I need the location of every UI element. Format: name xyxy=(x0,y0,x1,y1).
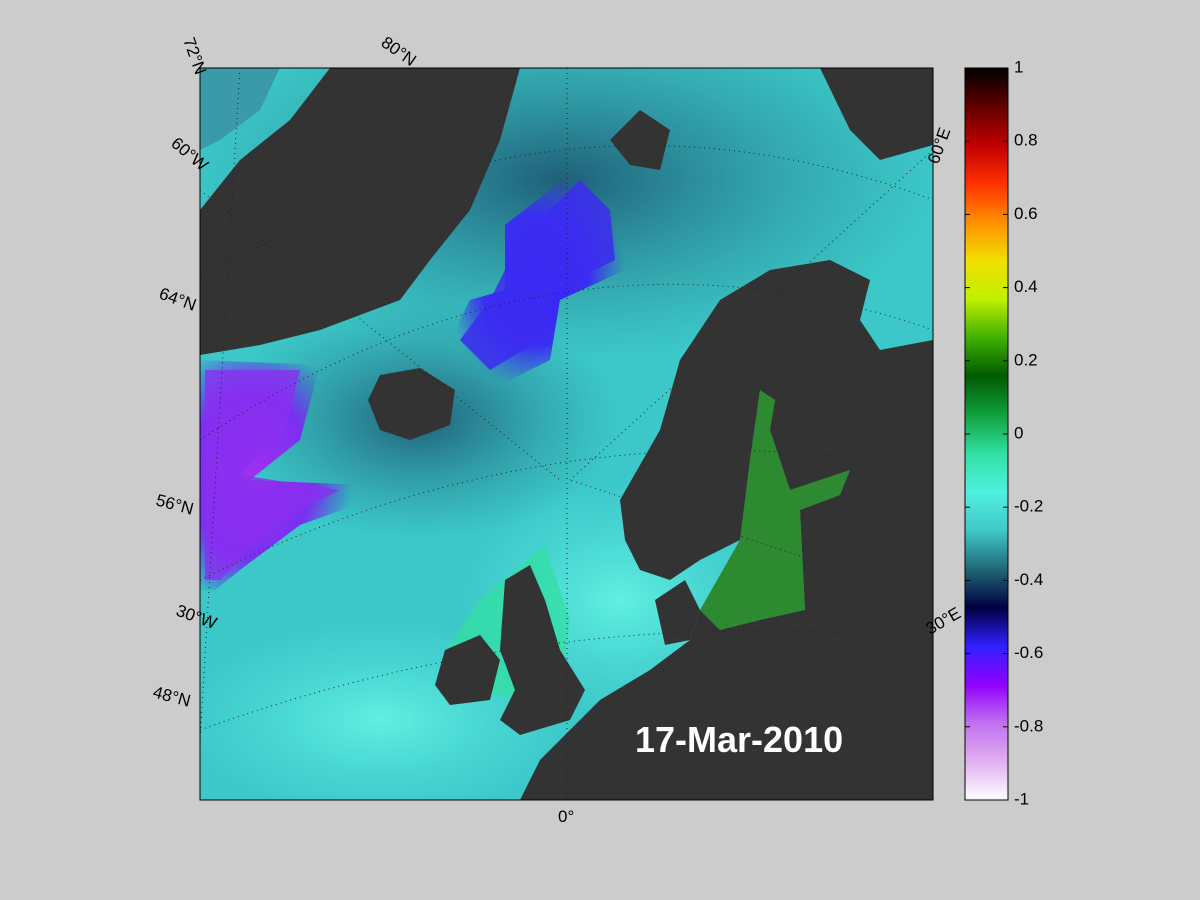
baltic xyxy=(700,390,850,630)
graticule-label: 64°N xyxy=(157,284,199,315)
graticule xyxy=(200,68,933,800)
graticule-label: 0° xyxy=(558,807,574,826)
land xyxy=(200,68,933,800)
colorbar-tick-label: 1 xyxy=(1014,57,1023,76)
colorbar-gradient xyxy=(964,67,1009,801)
colorbar-tick-label: -0.2 xyxy=(1014,497,1043,516)
graticule-label: 56°N xyxy=(154,491,196,519)
colorbar-tick-label: 0.4 xyxy=(1014,277,1038,296)
graticule-label: 48°N xyxy=(151,683,193,711)
date-label: 17-Mar-2010 xyxy=(635,719,843,760)
colorbar-tick-label: 0.2 xyxy=(1014,350,1038,369)
graticule-label: 80°N xyxy=(378,33,420,70)
graticule-label: 72°N xyxy=(179,35,210,77)
map xyxy=(200,68,933,800)
colorbar-tick-label: -0.6 xyxy=(1014,643,1043,662)
colorbar-tick-label: -0.8 xyxy=(1014,716,1043,735)
colorbar-tick-label: -0.4 xyxy=(1014,570,1043,589)
colorbar-tick-label: -1 xyxy=(1014,789,1029,808)
colorbar: -1 -0.8 -0.6 -0.4 -0.2 0 0.2 0.4 0.6 0.8 1 xyxy=(964,57,1043,808)
map-frame xyxy=(199,67,934,801)
colorbar-tick-label: 0 xyxy=(1014,423,1023,442)
colorbar-tick-label: 0.6 xyxy=(1014,204,1038,223)
colorbar-tick-label: 0.8 xyxy=(1014,131,1038,150)
